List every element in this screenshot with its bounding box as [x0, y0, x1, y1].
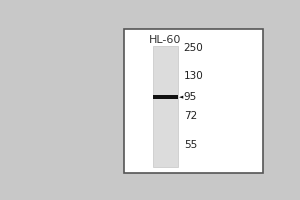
Polygon shape	[179, 96, 183, 99]
Text: 55: 55	[184, 140, 197, 150]
Text: HL-60: HL-60	[149, 35, 182, 45]
Bar	[153, 95, 178, 99]
Text: 130: 130	[184, 71, 203, 81]
Text: 95: 95	[184, 92, 197, 102]
Bar	[153, 46, 178, 167]
Text: 250: 250	[184, 43, 203, 53]
FancyBboxPatch shape	[124, 29, 263, 173]
Text: 72: 72	[184, 111, 197, 121]
